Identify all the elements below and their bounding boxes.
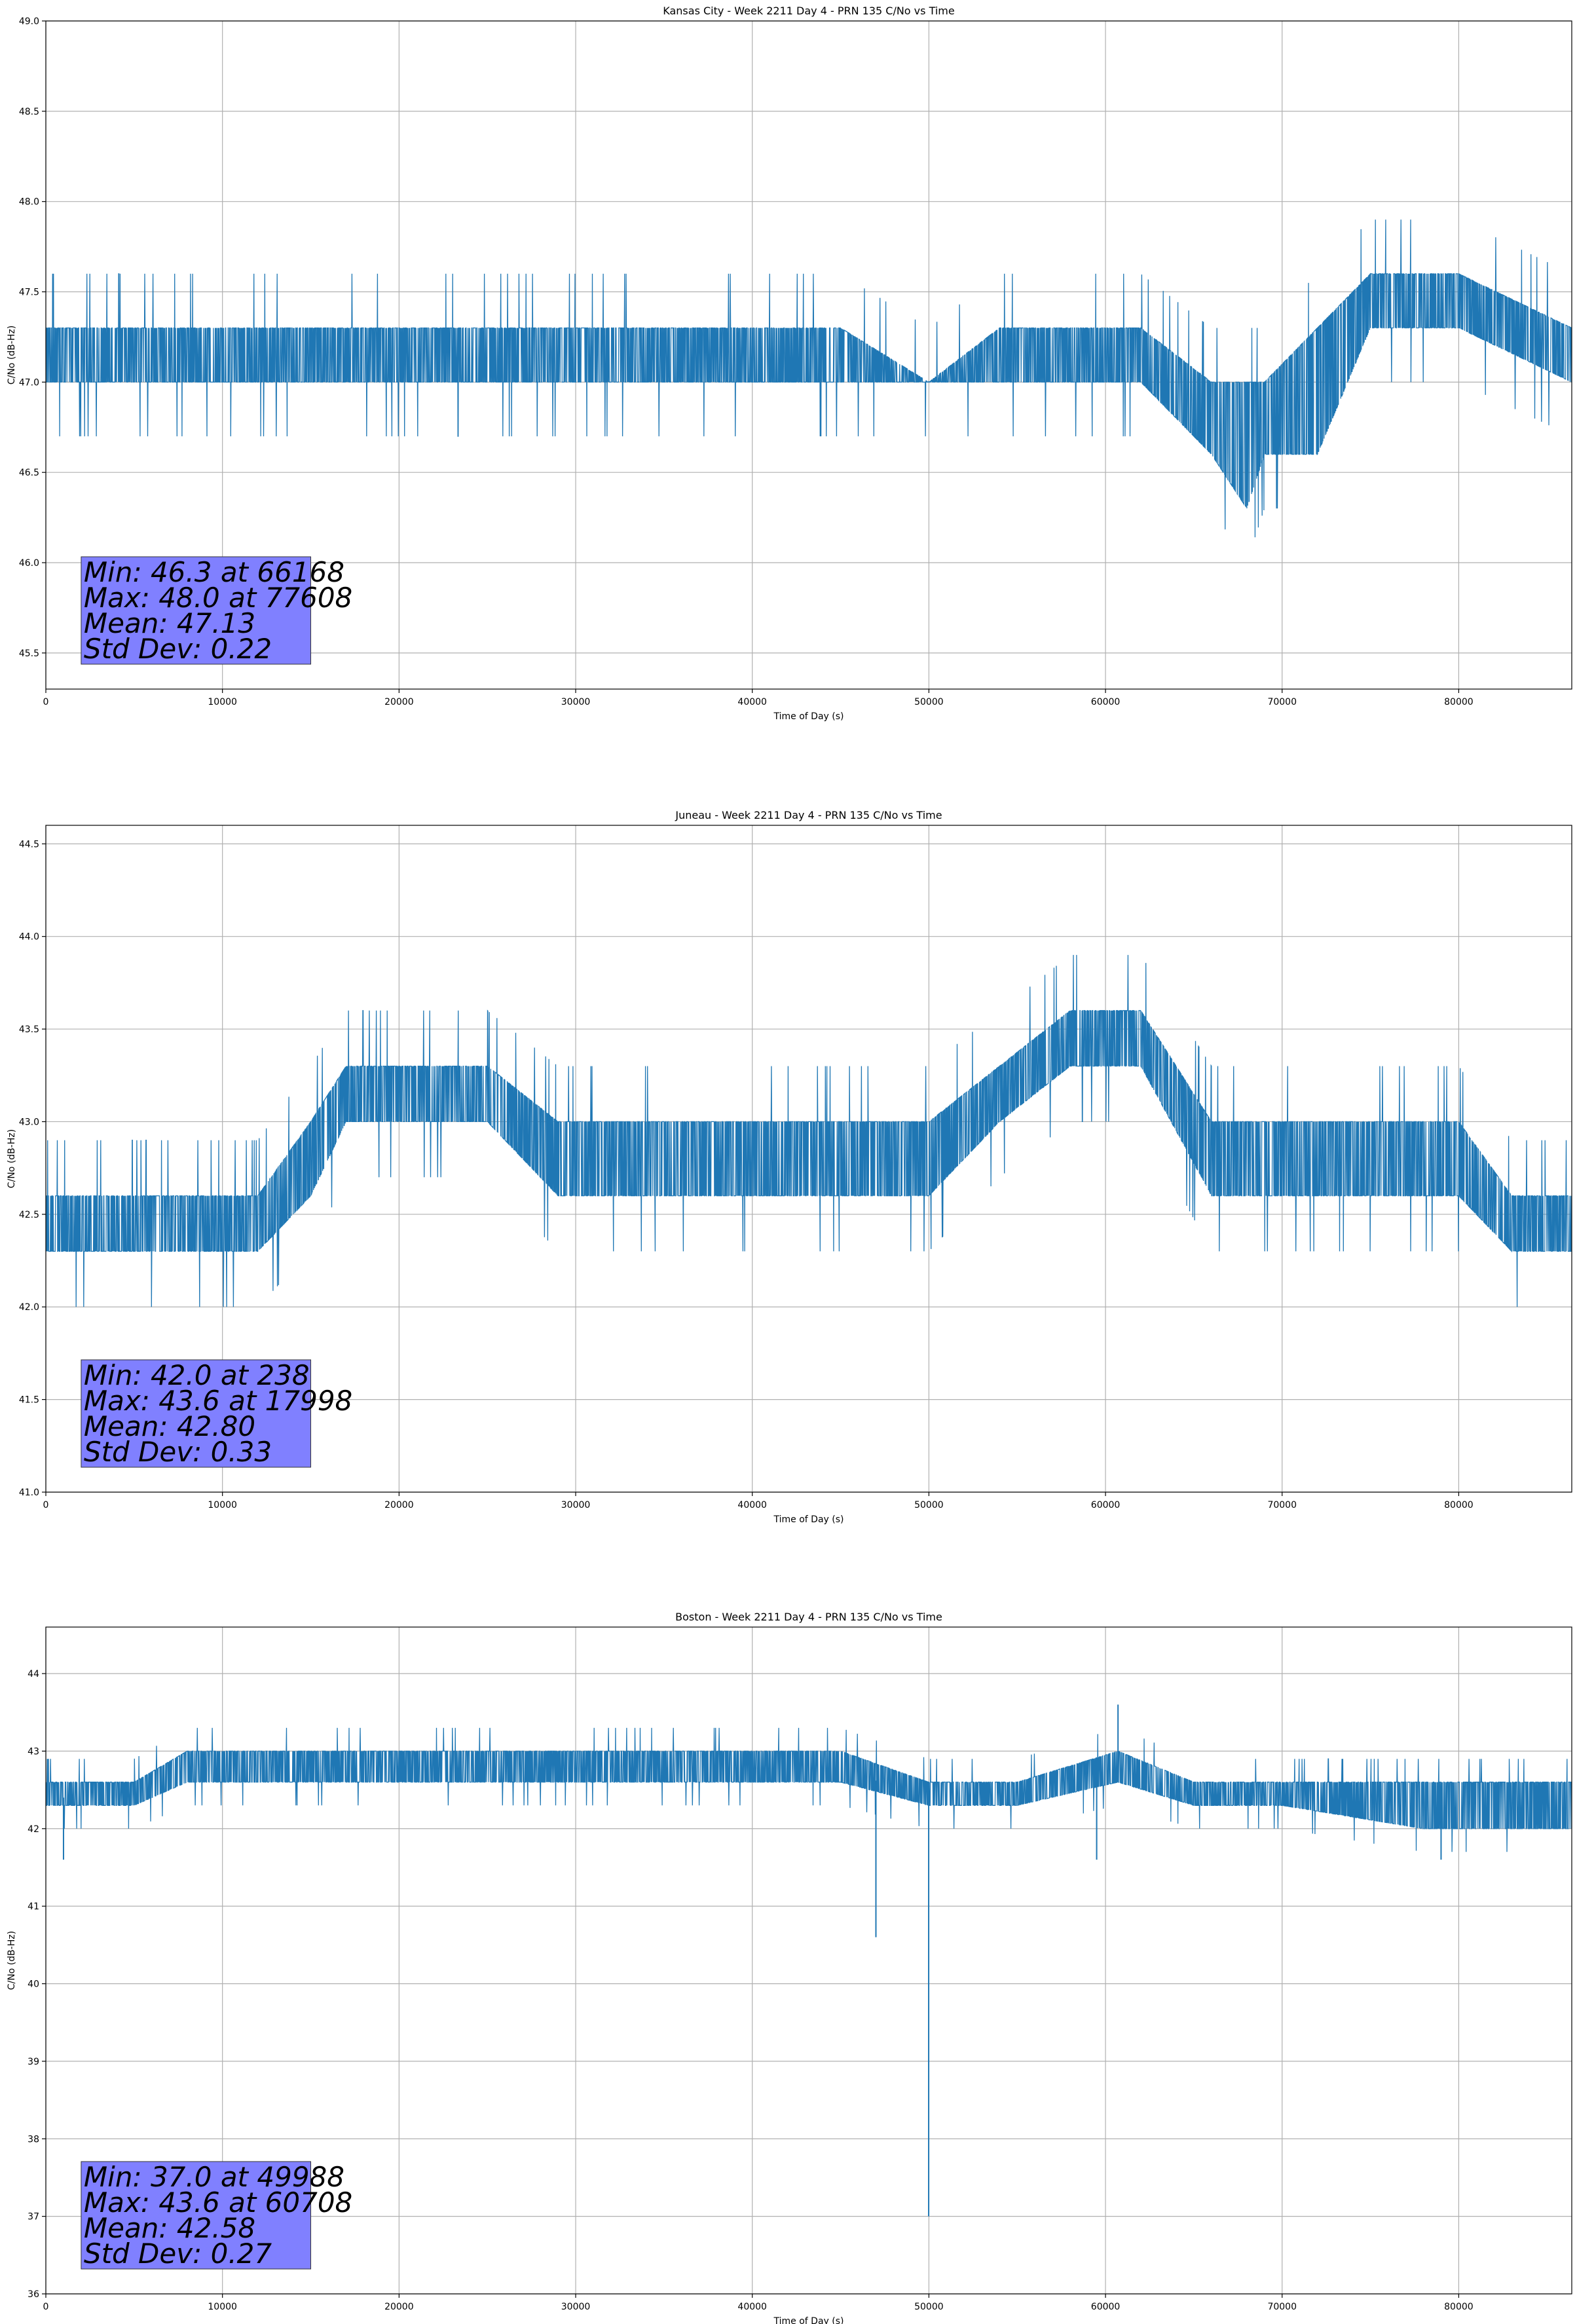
axes-frame (45, 825, 1572, 1493)
x-tick-label: 0 (43, 697, 49, 707)
stats-box (81, 1359, 312, 1468)
x-tick-label: 50000 (914, 2302, 944, 2312)
x-tick-label: 30000 (561, 1500, 591, 1510)
y-axis-label: C/No (dB-Hz) (7, 326, 17, 384)
axes-frame (45, 20, 1572, 690)
x-tick-label: 30000 (561, 697, 591, 707)
stats-line: Max: 43.6 at 60708 (84, 2186, 352, 2219)
y-tick-label: 42 (28, 1824, 39, 1835)
y-tick-label: 39 (28, 2057, 39, 2067)
stats-line: Mean: 42.58 (84, 2212, 255, 2244)
y-tick-label: 41.0 (19, 1488, 39, 1498)
y-tick-label: 47.0 (19, 377, 39, 388)
x-tick-label: 60000 (1091, 1500, 1121, 1510)
x-axis-label: Time of Day (s) (773, 711, 844, 722)
y-tick-label: 47.5 (19, 288, 39, 298)
y-tick-label: 43.0 (19, 1117, 39, 1127)
y-tick-label: 44 (28, 1669, 39, 1679)
stats-line: Min: 42.0 at 238 (84, 1359, 310, 1391)
x-tick-label: 80000 (1444, 697, 1474, 707)
stats-line: Max: 43.6 at 17998 (84, 1385, 352, 1417)
y-tick-label: 41.5 (19, 1395, 39, 1406)
y-tick-label: 42.0 (19, 1302, 39, 1313)
x-tick-label: 20000 (384, 2302, 414, 2312)
x-tick-label: 50000 (914, 1500, 944, 1510)
chart-panel-1: 0 10000 20000 30000 40000 50000 60000 70000 8000… (7, 5, 1572, 722)
y-tick-label: 48.5 (19, 107, 39, 117)
stats-box (81, 2161, 312, 2270)
x-tick-label: 40000 (737, 2302, 767, 2312)
y-tick-label: 44.5 (19, 839, 39, 850)
x-tick-label: 20000 (384, 1500, 414, 1510)
y-tick-label: 40 (28, 1979, 39, 1990)
x-tick-label: 80000 (1444, 1500, 1474, 1510)
y-axis-label: C/No (dB-Hz) (7, 1129, 17, 1188)
stats-line: Min: 46.3 at 66168 (84, 556, 344, 588)
y-tick-label: 36 (28, 2289, 39, 2300)
y-tick-label: 48.0 (19, 197, 39, 208)
y-tick-label: 44.0 (19, 932, 39, 943)
y-tick-label: 43.5 (19, 1024, 39, 1035)
x-tick-label: 10000 (208, 2302, 237, 2312)
chart-title: Boston - Week 2211 Day 4 - PRN 135 C/No … (675, 1611, 942, 1623)
x-tick-label: 40000 (737, 1500, 767, 1510)
x-tick-label: 0 (43, 1500, 49, 1510)
x-tick-label: 70000 (1267, 1500, 1297, 1510)
stats-line: Min: 37.0 at 49988 (84, 2161, 344, 2193)
stats-line: Max: 48.0 at 77608 (84, 582, 352, 614)
chart-title: Juneau - Week 2211 Day 4 - PRN 135 C/No … (675, 809, 942, 821)
stats-line: Std Dev: 0.27 (84, 2238, 272, 2270)
y-axis-label: C/No (dB-Hz) (7, 1931, 17, 1990)
axes-frame (45, 1626, 1572, 2295)
x-tick-label: 0 (43, 2302, 49, 2312)
x-tick-label: 60000 (1091, 697, 1121, 707)
x-tick-label: 70000 (1267, 2302, 1297, 2312)
chart-panel-3: 0 10000 20000 30000 40000 50000 60000 70000 8000… (7, 1611, 1572, 2324)
data-series-line (46, 219, 1572, 538)
stats-line: Mean: 42.80 (84, 1410, 255, 1442)
y-tick-label: 46.5 (19, 468, 39, 478)
y-tick-label: 38 (28, 2134, 39, 2145)
y-tick-label: 37 (28, 2212, 39, 2222)
stats-box (81, 556, 312, 665)
x-tick-label: 20000 (384, 697, 414, 707)
y-tick-label: 46.0 (19, 558, 39, 569)
x-axis-label: Time of Day (s) (773, 1514, 844, 1525)
chart-panel-2: 0 10000 20000 30000 40000 50000 60000 70000 8000… (7, 809, 1572, 1525)
x-tick-label: 50000 (914, 697, 944, 707)
x-tick-label: 30000 (561, 2302, 591, 2312)
stats-line: Std Dev: 0.33 (84, 1436, 272, 1468)
y-tick-label: 41 (28, 1902, 39, 1912)
y-tick-label: 45.5 (19, 648, 39, 659)
x-tick-label: 60000 (1091, 2302, 1121, 2312)
stats-line: Std Dev: 0.22 (84, 633, 272, 665)
x-tick-label: 80000 (1444, 2302, 1474, 2312)
x-tick-label: 10000 (208, 1500, 237, 1510)
x-axis-label: Time of Day (s) (773, 2316, 844, 2324)
x-tick-label: 70000 (1267, 697, 1297, 707)
y-tick-label: 43 (28, 1746, 39, 1757)
data-series-line (46, 1727, 1572, 1852)
x-tick-label: 40000 (737, 697, 767, 707)
x-tick-label: 10000 (208, 697, 237, 707)
data-series-line (46, 954, 1572, 1307)
y-tick-label: 49.0 (19, 16, 39, 27)
chart-title: Kansas City - Week 2211 Day 4 - PRN 135 … (663, 5, 954, 17)
stats-line: Mean: 47.13 (84, 607, 255, 639)
y-tick-label: 42.5 (19, 1210, 39, 1220)
